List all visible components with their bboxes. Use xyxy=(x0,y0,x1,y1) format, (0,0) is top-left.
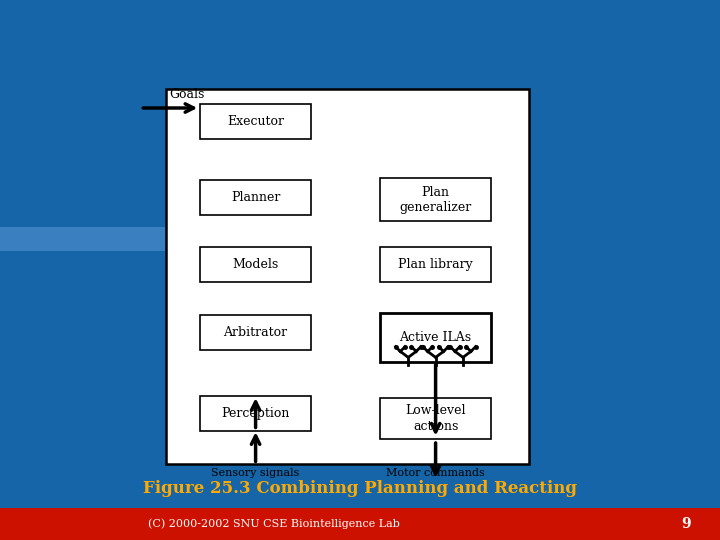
Bar xyxy=(199,314,311,350)
Bar xyxy=(0,508,720,540)
Text: Models: Models xyxy=(233,258,279,271)
Bar xyxy=(380,178,491,221)
Text: Executor: Executor xyxy=(227,115,284,128)
Bar xyxy=(380,247,491,282)
Bar xyxy=(199,104,311,139)
Text: Plan
generalizer: Plan generalizer xyxy=(400,186,472,214)
Bar xyxy=(166,89,529,464)
Text: Low-level
actions: Low-level actions xyxy=(405,404,466,433)
Bar xyxy=(380,399,491,438)
Bar xyxy=(199,395,311,431)
Text: Plan library: Plan library xyxy=(398,258,473,271)
Text: Perception: Perception xyxy=(222,407,289,420)
Text: 9: 9 xyxy=(682,517,691,531)
Bar xyxy=(380,313,491,362)
Text: Active ILAs: Active ILAs xyxy=(400,331,472,344)
Bar xyxy=(199,179,311,214)
Text: Sensory signals: Sensory signals xyxy=(212,468,300,477)
Bar xyxy=(0,227,169,251)
Text: Goals: Goals xyxy=(169,88,204,101)
Text: (C) 2000-2002 SNU CSE Biointelligence Lab: (C) 2000-2002 SNU CSE Biointelligence La… xyxy=(148,518,400,529)
Text: Figure 25.3 Combining Planning and Reacting: Figure 25.3 Combining Planning and React… xyxy=(143,480,577,497)
Text: Motor commands: Motor commands xyxy=(386,468,485,477)
Text: Arbitrator: Arbitrator xyxy=(223,326,288,339)
Text: Planner: Planner xyxy=(231,191,280,204)
Bar xyxy=(199,247,311,282)
